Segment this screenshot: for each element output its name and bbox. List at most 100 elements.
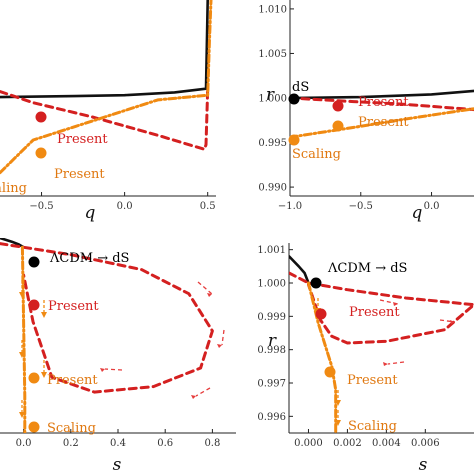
y-tick-label-tr: 1.010 xyxy=(258,4,287,15)
x-tick-label-bl: 0.8 xyxy=(204,438,220,449)
flow-arrow-line xyxy=(195,387,211,397)
series-line-bl-1 xyxy=(0,242,214,394)
y-tick-label-br: 1.001 xyxy=(257,245,286,256)
flow-arrow-head xyxy=(191,395,196,399)
flow-arrow-line xyxy=(104,368,123,371)
x-tick-label-tl: 0.0 xyxy=(117,201,133,212)
point-tl-1 xyxy=(35,147,47,159)
flow-arrow-head xyxy=(335,420,341,426)
point-br-1 xyxy=(315,308,327,320)
flow-arrow-head xyxy=(41,372,47,378)
x-tick-label-tl: −0.5 xyxy=(29,201,53,212)
series-line-bl-2 xyxy=(20,245,27,433)
flow-arrow-head xyxy=(393,302,398,306)
point-tr-0 xyxy=(288,93,300,105)
x-tick-label-tr: −0.5 xyxy=(349,201,373,212)
flow-arrow-head xyxy=(207,293,212,297)
y-tick-label-br: 0.998 xyxy=(257,345,286,356)
flow-arrow-head xyxy=(383,362,388,366)
series-line-bl-0 xyxy=(0,238,25,249)
y-tick-label-tr: 0.995 xyxy=(258,138,287,149)
annotation-tl-0: Present xyxy=(57,132,108,147)
y-tick-label-tr: 1.005 xyxy=(258,49,287,60)
x-axis-label-br: s xyxy=(419,455,428,474)
x-axis-label-tl: q xyxy=(85,203,96,223)
annotation-bl-2: Present xyxy=(47,373,98,388)
annotation-tr-3: Scaling xyxy=(292,147,341,162)
y-tick-label-tr: 0.990 xyxy=(258,183,287,194)
x-tick-label-tr: 0.0 xyxy=(424,201,440,212)
series-group-tr xyxy=(290,89,474,139)
y-tick-label-br: 0.996 xyxy=(257,412,286,423)
annotation-br-2: Present xyxy=(347,373,398,388)
points-layer xyxy=(28,93,344,433)
annotation-bl-1: Present xyxy=(48,299,99,314)
x-tick-label-bl: 0.0 xyxy=(16,438,32,449)
annotation-tr-0: dS xyxy=(292,80,309,95)
flow-arrow-head xyxy=(19,352,25,358)
point-br-2 xyxy=(324,366,336,378)
x-axis-label-tr: q xyxy=(412,203,423,223)
x-tick-label-bl: 0.6 xyxy=(157,438,173,449)
series-line-tl-2 xyxy=(0,0,213,175)
x-tick-label-bl: 0.2 xyxy=(63,438,79,449)
annotation-tr-2: Present xyxy=(358,115,409,130)
series-layer xyxy=(0,0,474,433)
series-line-br-0 xyxy=(289,255,310,285)
point-bl-1 xyxy=(28,299,40,311)
x-tick-label-br: 0.006 xyxy=(411,438,440,449)
y-tick-label-br: 0.999 xyxy=(257,312,286,323)
flow-arrows-bl xyxy=(19,280,225,418)
point-tr-2 xyxy=(332,120,344,132)
point-br-0 xyxy=(310,277,322,289)
flow-arrow-head xyxy=(450,320,455,324)
point-bl-3 xyxy=(28,421,40,433)
point-bl-2 xyxy=(28,372,40,384)
series-line-tl-1 xyxy=(0,87,210,151)
series-line-br-1 xyxy=(289,271,474,345)
x-tick-label-tr: −1.0 xyxy=(278,201,302,212)
flow-arrow-head xyxy=(19,412,25,418)
annotation-tl-2: Scaling xyxy=(0,181,27,196)
annotation-tl-1: Present xyxy=(54,167,105,182)
x-tick-label-br: 0.000 xyxy=(294,438,323,449)
point-tr-1 xyxy=(332,100,344,112)
series-group-bl xyxy=(0,238,225,433)
flow-arrow-line xyxy=(221,329,225,346)
y-axis-label-tr: r xyxy=(266,85,275,105)
flow-arrow-head xyxy=(335,400,341,406)
x-tick-label-tl: 0.5 xyxy=(200,201,216,212)
flow-arrow-head xyxy=(41,312,47,318)
flow-arrow-line xyxy=(197,281,213,295)
y-tick-label-tr: 1.000 xyxy=(258,94,287,105)
flow-arrow-line xyxy=(439,319,456,323)
series-line-tl-0 xyxy=(0,0,209,99)
series-line-tr-2 xyxy=(290,107,474,139)
point-tl-0 xyxy=(35,111,47,123)
annotation-bl-0: ΛCDM → dS xyxy=(49,251,129,266)
series-line-tr-0 xyxy=(290,89,474,100)
point-bl-0 xyxy=(28,256,40,268)
y-tick-label-br: 0.997 xyxy=(257,379,286,390)
series-group-tl xyxy=(0,0,213,175)
axes-layer xyxy=(0,0,474,434)
series-line-br-2 xyxy=(307,281,338,433)
x-axis-label-bl: s xyxy=(113,455,122,474)
flow-arrow-line xyxy=(387,361,405,365)
flow-arrow-head xyxy=(19,292,25,298)
x-tick-label-bl: 0.4 xyxy=(110,438,126,449)
series-line-tr-1 xyxy=(290,96,474,112)
x-tick-label-br: 0.004 xyxy=(372,438,401,449)
y-tick-label-br: 1.000 xyxy=(257,279,286,290)
text-layer: −0.5 0.0 0.5 q Present Present Scaling −1.0 −0.5… xyxy=(0,4,440,474)
annotation-bl-3: Scaling xyxy=(47,421,96,436)
x-tick-label-br: 0.002 xyxy=(333,438,362,449)
y-axis-label-br: r xyxy=(268,331,277,351)
annotation-br-3: Scaling xyxy=(348,419,397,434)
annotation-br-1: Present xyxy=(349,305,400,320)
annotation-tr-1: Present xyxy=(358,95,409,110)
point-tr-3 xyxy=(288,134,300,146)
flow-arrow-head xyxy=(217,344,222,348)
annotation-br-0: ΛCDM → dS xyxy=(327,261,407,276)
